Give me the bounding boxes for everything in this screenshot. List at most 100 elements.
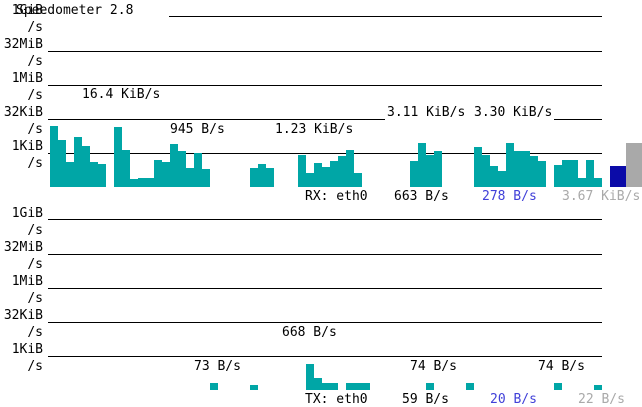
rx-bar xyxy=(570,160,578,187)
rx-bar xyxy=(474,147,482,187)
rx-scale-1gib: 1GiB xyxy=(11,3,43,18)
tx-bar xyxy=(210,383,218,390)
rx-bar xyxy=(194,153,202,187)
rx-bar xyxy=(490,166,498,187)
tx-peak-label: 74 B/s xyxy=(538,359,585,374)
rx-gridline-1mib xyxy=(48,85,602,86)
rx-bar xyxy=(66,162,74,187)
tx-gridline-1gib xyxy=(48,219,602,220)
rx-bar xyxy=(258,164,266,187)
rx-peak-label: 3.30 KiB/s xyxy=(474,105,553,120)
rx-bar xyxy=(58,140,66,187)
rx-scale-32kib: 32KiB xyxy=(3,105,43,120)
rx-interface-label: RX: eth0 xyxy=(305,189,368,204)
rx-bar xyxy=(578,178,586,187)
rx-gridline-1kib xyxy=(48,153,602,154)
rx-gridline-1gib xyxy=(169,16,602,17)
tx-current-value: 59 B/s xyxy=(402,392,449,407)
rx-bar xyxy=(50,126,58,187)
rx-bar xyxy=(498,171,506,187)
tx-bar xyxy=(354,383,362,390)
rx-bar xyxy=(338,156,346,187)
rx-bar xyxy=(554,165,562,187)
rx-current-value: 663 B/s xyxy=(394,189,449,204)
rx-bar xyxy=(506,143,514,187)
rx-scale-1kib-unit: /s xyxy=(27,156,43,171)
rx-bar xyxy=(346,150,354,187)
rx-scale-1mib: 1MiB xyxy=(11,71,43,86)
rx-bar xyxy=(530,156,538,187)
rx-max-value: 3.67 KiB/s xyxy=(562,189,641,204)
tx-bar xyxy=(314,378,322,390)
rx-bar xyxy=(434,151,442,187)
rx-bar xyxy=(266,168,274,187)
tx-peak-label: 74 B/s xyxy=(410,359,457,374)
rx-bar xyxy=(522,151,530,187)
tx-scale-1gib: 1GiB xyxy=(11,206,43,221)
rx-bar xyxy=(122,150,130,187)
rx-bar xyxy=(298,155,306,187)
tx-bar xyxy=(346,383,354,390)
rx-scale-1gib-unit: /s xyxy=(27,20,43,35)
tx-scale-1mib-unit: /s xyxy=(27,291,43,306)
rx-bar xyxy=(482,155,490,187)
rx-scale-32kib-unit: /s xyxy=(27,122,43,137)
rx-bar xyxy=(538,161,546,187)
tx-scale-1kib: 1KiB xyxy=(11,342,43,357)
tx-max-value: 22 B/s xyxy=(578,392,625,407)
rx-bar xyxy=(170,144,178,187)
tx-bar xyxy=(362,383,370,390)
rx-scale-32mib: 32MiB xyxy=(3,37,43,52)
rx-bar xyxy=(586,160,594,187)
rx-bar xyxy=(202,169,210,187)
rx-peak-label: 945 B/s xyxy=(170,122,225,137)
rx-current-bar xyxy=(610,166,626,187)
tx-scale-1gib-unit: /s xyxy=(27,223,43,238)
tx-peak-label: 73 B/s xyxy=(194,359,241,374)
tx-gridline-32kib xyxy=(48,322,602,323)
app-title: Speedometer 2.8 xyxy=(16,3,134,18)
rx-bar xyxy=(178,151,186,187)
rx-bar xyxy=(514,151,522,187)
rx-bar xyxy=(154,160,162,187)
rx-bar xyxy=(314,163,322,187)
rx-bar xyxy=(306,173,314,187)
rx-average-bar xyxy=(626,143,642,187)
rx-bar xyxy=(90,162,98,187)
rx-bar xyxy=(186,168,194,187)
tx-scale-32mib: 32MiB xyxy=(3,240,43,255)
tx-bar xyxy=(330,383,338,390)
tx-gridline-1kib xyxy=(48,356,602,357)
rx-peak-label: 3.11 KiB/s xyxy=(387,105,466,120)
tx-scale-1mib: 1MiB xyxy=(11,274,43,289)
tx-interface-label: TX: eth0 xyxy=(305,392,368,407)
tx-bar xyxy=(466,383,474,390)
rx-bar xyxy=(82,146,90,187)
rx-gridline-32kib-right xyxy=(554,119,602,120)
tx-scale-32kib: 32KiB xyxy=(3,308,43,323)
rx-average-value: 278 B/s xyxy=(482,189,537,204)
rx-bar xyxy=(130,179,138,187)
rx-bar xyxy=(354,173,362,187)
rx-scale-1mib-unit: /s xyxy=(27,88,43,103)
rx-scale-32mib-unit: /s xyxy=(27,54,43,69)
tx-peak-label: 668 B/s xyxy=(282,325,337,340)
tx-scale-1kib-unit: /s xyxy=(27,359,43,374)
tx-bar xyxy=(306,364,314,390)
tx-average-value: 20 B/s xyxy=(490,392,537,407)
rx-peak-label: 1.23 KiB/s xyxy=(275,122,354,137)
rx-bar xyxy=(162,162,170,187)
tx-bar xyxy=(322,383,330,390)
rx-scale-1kib: 1KiB xyxy=(11,139,43,154)
rx-peak-label: 16.4 KiB/s xyxy=(82,87,161,102)
rx-bar xyxy=(114,127,122,187)
rx-bar xyxy=(98,164,106,187)
tx-bar xyxy=(250,385,258,390)
rx-gridline-32kib-left xyxy=(48,119,385,120)
tx-scale-32kib-unit: /s xyxy=(27,325,43,340)
rx-bar xyxy=(138,178,146,187)
rx-bar xyxy=(594,178,602,187)
tx-bar xyxy=(426,383,434,390)
tx-scale-32mib-unit: /s xyxy=(27,257,43,272)
